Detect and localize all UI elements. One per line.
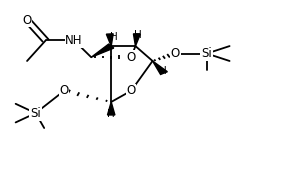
Text: O: O [22,13,32,26]
Text: H: H [107,109,115,119]
Text: O: O [171,47,180,60]
Polygon shape [107,102,115,115]
Polygon shape [91,44,114,57]
Text: O: O [126,51,136,64]
Text: H: H [110,32,118,42]
Text: Si: Si [30,107,41,120]
Polygon shape [106,34,113,46]
Text: O: O [126,84,136,97]
Text: Si: Si [201,47,212,60]
Text: NH: NH [65,34,83,47]
Polygon shape [153,61,167,74]
Text: O: O [60,84,69,97]
Text: H: H [134,30,142,40]
Text: H: H [159,66,166,76]
Polygon shape [133,34,140,46]
